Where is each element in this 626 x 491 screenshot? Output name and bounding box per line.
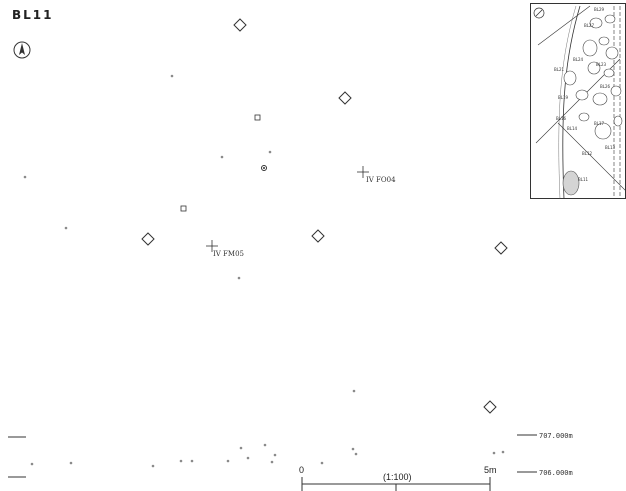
- scale-bar: [301, 477, 491, 491]
- grid-point-label: IV FM05: [213, 250, 244, 258]
- svg-text:BL14: BL14: [567, 126, 578, 131]
- svg-text:BL12: BL12: [582, 151, 593, 156]
- svg-text:BL13: BL13: [605, 145, 616, 150]
- svg-text:BL27: BL27: [584, 23, 595, 28]
- key-map-labels: BL29 BL27 BL24 BL23 BL26 BL21 BL19 BL16 …: [554, 7, 616, 182]
- svg-text:BL19: BL19: [558, 95, 569, 100]
- svg-text:BL24: BL24: [573, 57, 584, 62]
- diamond-marker: [311, 229, 325, 243]
- square-marker: [180, 205, 187, 212]
- bl11-feature: [562, 170, 580, 196]
- diamond-marker: [233, 18, 247, 32]
- svg-text:BL26: BL26: [600, 84, 611, 89]
- elevation-label: 707.000m: [539, 432, 573, 440]
- svg-text:BL29: BL29: [594, 7, 605, 12]
- svg-text:BL11: BL11: [578, 177, 589, 182]
- grid-point-label: IV FO04: [366, 176, 396, 184]
- scatter-dots: [23, 74, 505, 468]
- svg-text:BL21: BL21: [554, 67, 565, 72]
- diamond-marker: [338, 91, 352, 105]
- scale-start-label: 0: [299, 465, 304, 475]
- diamond-marker: [483, 400, 497, 414]
- grid-markers: [141, 18, 508, 414]
- post-hole-marker: [261, 165, 267, 171]
- svg-text:BL16: BL16: [556, 116, 567, 121]
- plan-title: BL11: [12, 8, 54, 22]
- svg-text:BL17: BL17: [594, 121, 605, 126]
- north-arrow-icon: [13, 41, 31, 59]
- key-map-inset: BL29 BL27 BL24 BL23 BL26 BL21 BL19 BL16 …: [530, 3, 626, 199]
- diamond-marker: [494, 241, 508, 255]
- elevation-label: 706.000m: [539, 469, 573, 477]
- square-marker: [254, 114, 261, 121]
- diamond-marker: [141, 232, 155, 246]
- svg-text:BL23: BL23: [596, 62, 607, 67]
- scale-ratio-label: (1:100): [383, 472, 412, 482]
- scale-end-label: 5m: [484, 465, 497, 475]
